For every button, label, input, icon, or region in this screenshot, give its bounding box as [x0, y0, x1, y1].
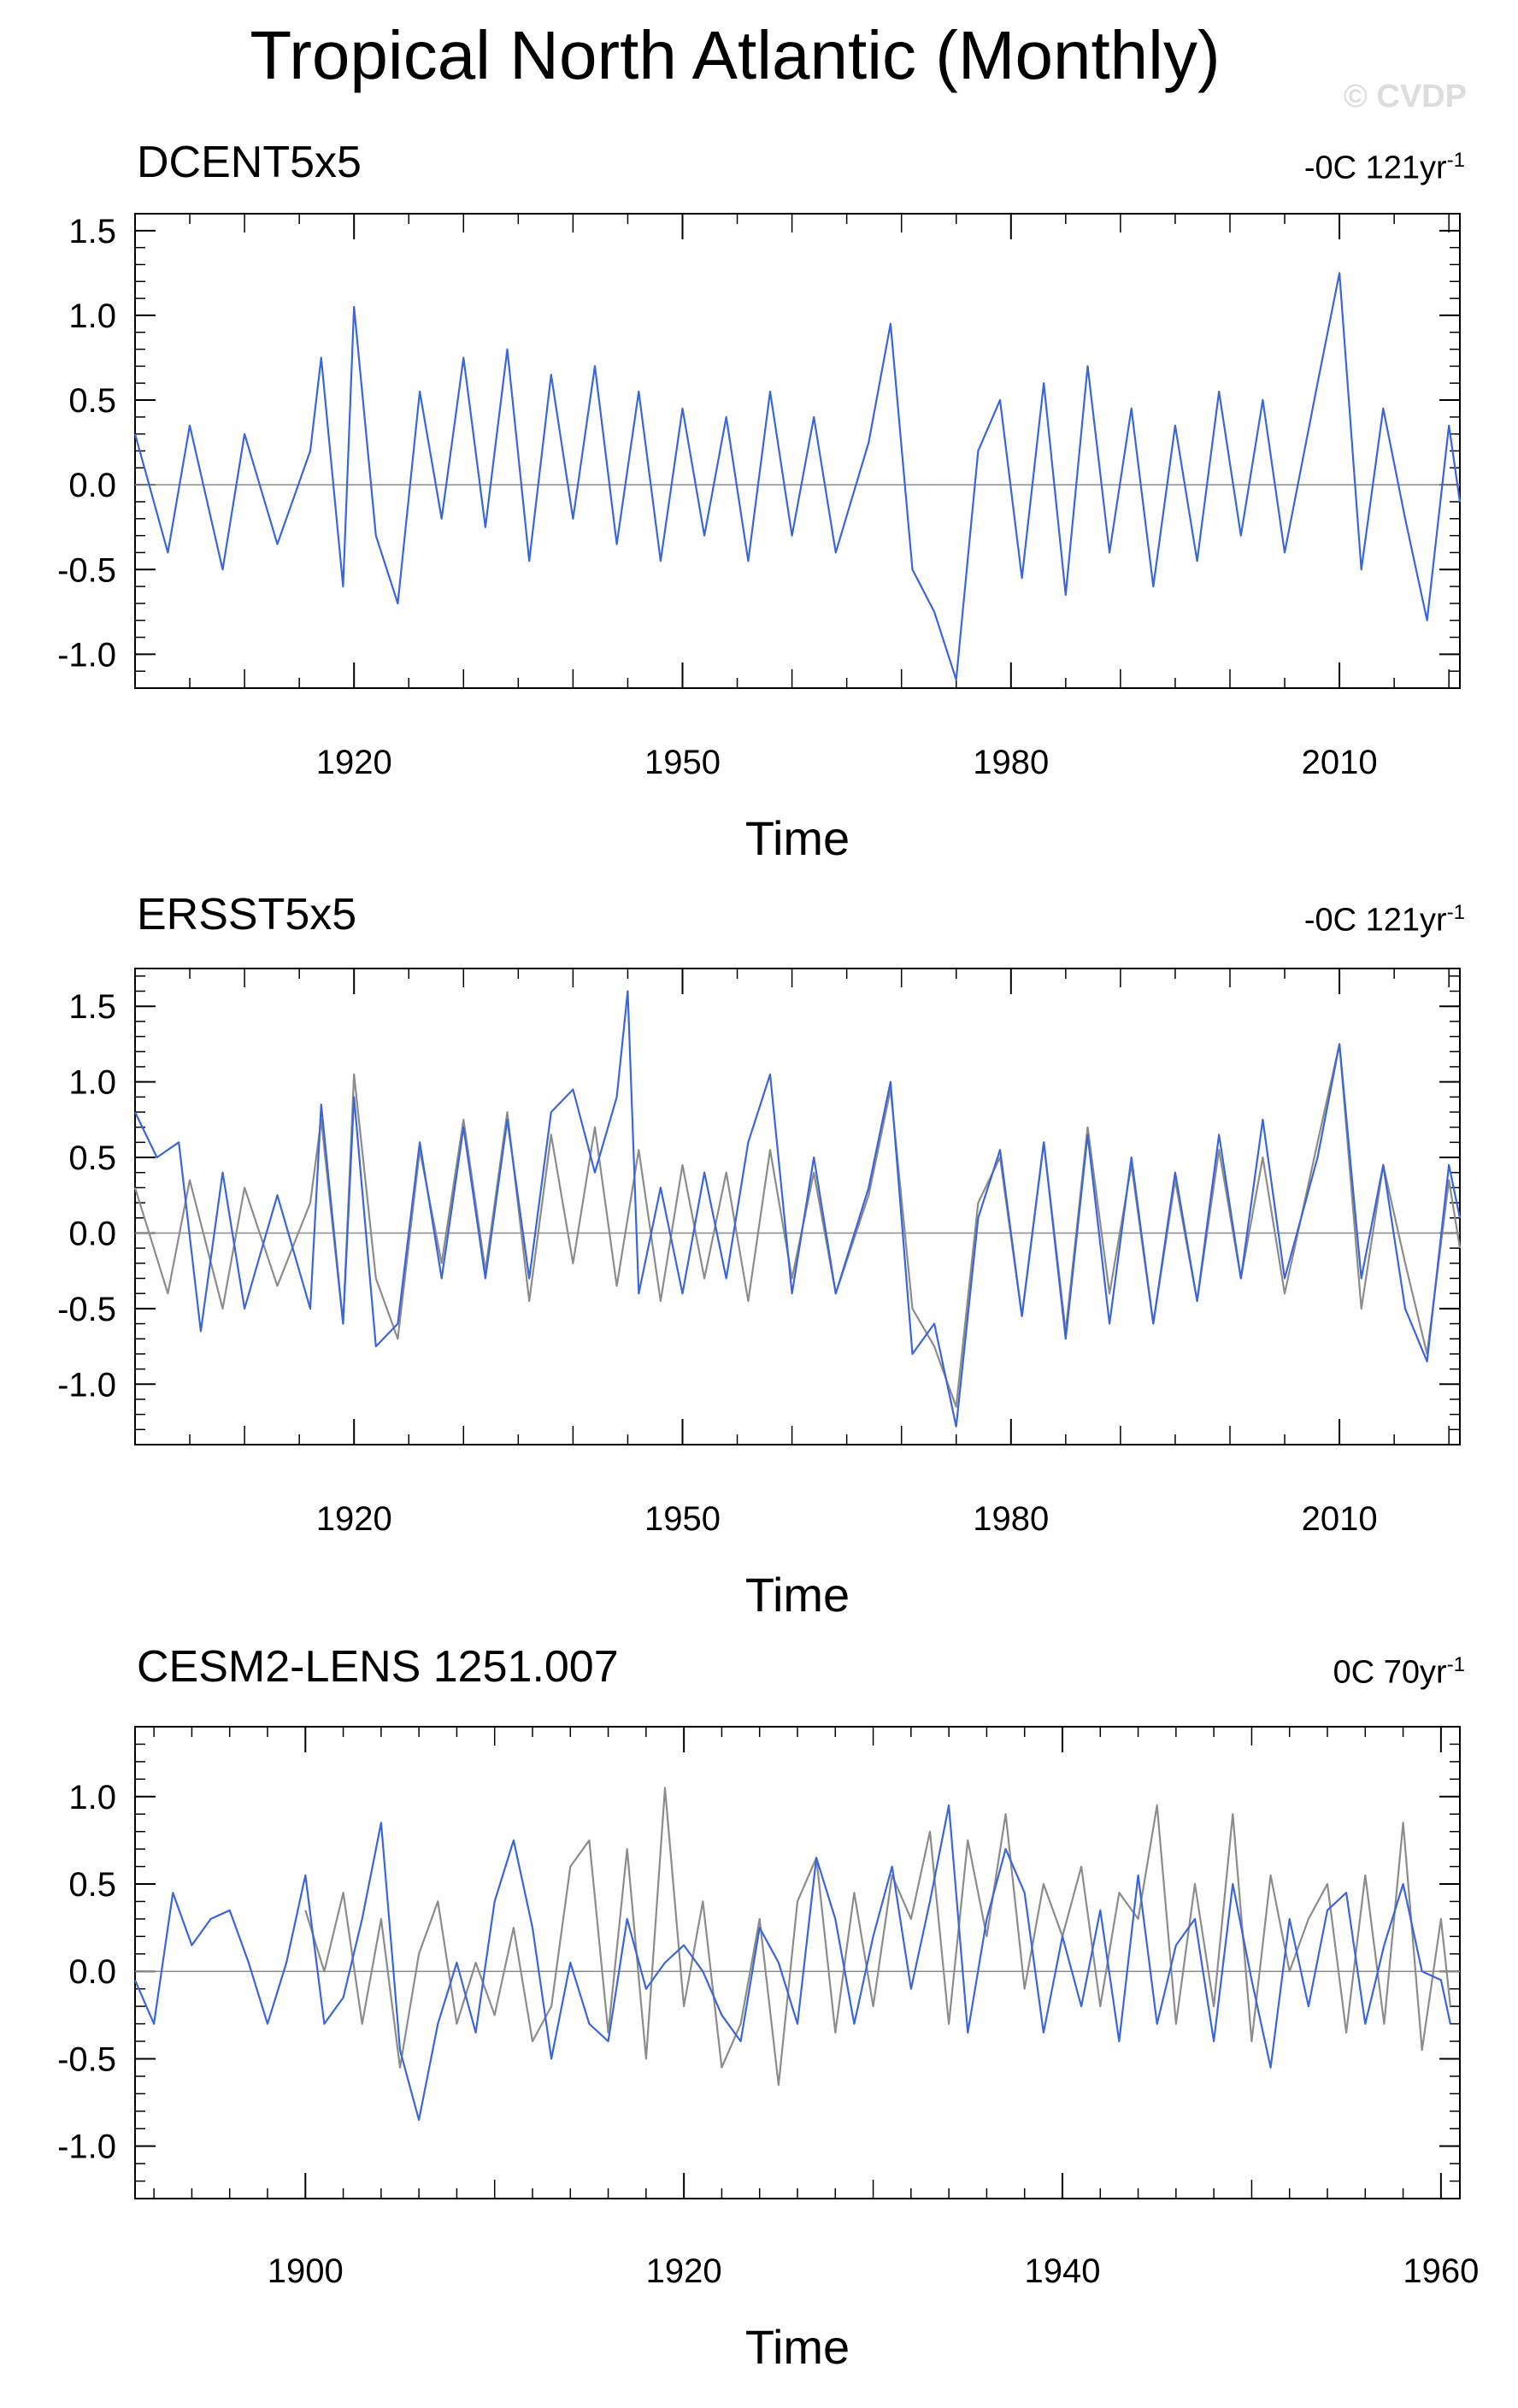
x-tick-label: 2010 — [1302, 1500, 1378, 1538]
figure-title: Tropical North Atlantic (Monthly) — [250, 17, 1221, 93]
x-axis-title: Time — [745, 811, 850, 865]
trend-label: -0C 121yr-1 — [1304, 141, 1465, 188]
y-tick-label: 1.5 — [68, 213, 116, 250]
y-tick-label: -1.0 — [57, 636, 116, 674]
trend-exponent: -1 — [1446, 901, 1465, 924]
y-tick-label: 1.0 — [68, 1064, 116, 1102]
y-tick-label: 0.0 — [68, 1953, 116, 1991]
series-line-primary — [133, 1804, 1451, 2122]
panel-title: CESM2-LENS 1251.007 — [137, 1642, 619, 1692]
trend-text: -0C 121yr — [1303, 150, 1447, 186]
x-tick-label: 1960 — [1403, 2252, 1479, 2290]
y-tick-label: 0.0 — [68, 1215, 116, 1252]
panel-cesm: CESM2-LENS 1251.007 0C 70yr-1 — [0, 0, 1518, 1692]
y-tick-label: 1.0 — [68, 297, 116, 335]
trend-exponent: -1 — [1446, 149, 1465, 172]
trend-text: 0C 70yr — [1333, 1654, 1447, 1691]
y-tick-label: -0.5 — [57, 1291, 116, 1328]
x-tick-label: 1940 — [1025, 2252, 1101, 2290]
series-line-secondary — [304, 1787, 1451, 2087]
x-tick-label: 1950 — [644, 1500, 721, 1538]
series-line-primary — [133, 272, 1462, 681]
x-axis-title: Time — [745, 1568, 850, 1622]
panel-dcent: DCENT5x5 -0C 121yr-1 — [0, 0, 1518, 769]
y-tick-label: 1.0 — [68, 1779, 116, 1816]
y-tick-label: 1.5 — [68, 988, 116, 1026]
y-tick-label: -0.5 — [57, 551, 116, 589]
y-tick-label: -1.0 — [57, 2128, 116, 2166]
x-tick-label: 1950 — [644, 744, 721, 781]
x-axis-title: Time — [745, 2320, 850, 2374]
y-tick-label: 0.5 — [68, 1139, 116, 1177]
panel-ersst: ERSST5x5 -0C 121yr-1 — [0, 0, 1518, 939]
watermark: © CVDP — [1343, 79, 1467, 115]
panel-title: DCENT5x5 — [137, 138, 362, 187]
plot-frame — [134, 968, 1461, 1445]
panel-title: ERSST5x5 — [137, 890, 357, 939]
x-tick-label: 2010 — [1302, 744, 1378, 781]
trend-exponent: -1 — [1446, 1653, 1465, 1676]
y-tick-label: -1.0 — [57, 1366, 116, 1404]
chart-ersst: 1.5 1.0 0.5 0.0 -0.5 -1.0 1920 1950 1980 2010 Time — [57, 968, 1462, 1622]
series-line-primary — [134, 990, 1462, 1428]
y-tick-label: 0.5 — [68, 382, 116, 420]
x-tick-label: 1920 — [646, 2252, 722, 2290]
x-tick-label: 1900 — [268, 2252, 344, 2290]
x-tick-label: 1920 — [316, 744, 392, 781]
chart-dcent: 1.5 1.0 0.5 0.0 -0.5 -1.0 1920 1950 1980 2010 Time — [57, 213, 1462, 865]
y-tick-label: -0.5 — [57, 2040, 116, 2078]
y-tick-label: 0.0 — [68, 467, 116, 504]
trend-label: -0C 121yr-1 — [1304, 893, 1465, 940]
x-tick-label: 1980 — [973, 744, 1049, 781]
y-tick-label: 0.5 — [68, 1866, 116, 1904]
trend-label: 0C 70yr-1 — [1333, 1646, 1465, 1693]
trend-text: -0C 121yr — [1303, 902, 1447, 939]
x-tick-label: 1980 — [973, 1500, 1049, 1538]
x-tick-label: 1920 — [316, 1500, 392, 1538]
